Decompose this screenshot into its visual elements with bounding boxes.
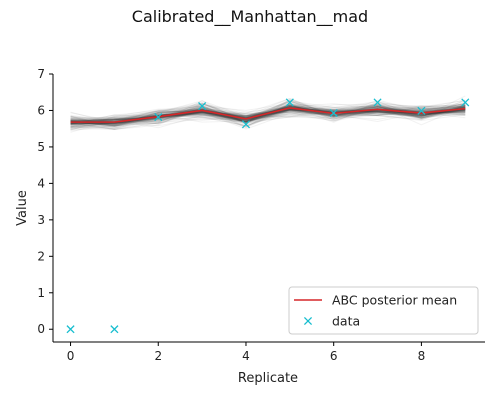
x-axis-label: Replicate xyxy=(238,371,298,386)
posterior-sample-line xyxy=(70,104,466,128)
posterior-sample-line xyxy=(70,104,466,128)
posterior-sample-line xyxy=(70,97,466,125)
data-point-marker xyxy=(329,108,338,118)
posterior-sample-line xyxy=(70,108,466,130)
posterior-sample-line xyxy=(70,102,466,125)
posterior-sample-line xyxy=(70,100,466,130)
posterior-sample-line xyxy=(70,104,466,127)
legend-entry-label: ABC posterior mean xyxy=(332,293,457,308)
posterior-sample-line xyxy=(70,99,466,124)
x-tick-label: 6 xyxy=(330,349,338,363)
y-tick-label: 2 xyxy=(37,249,45,263)
posterior-sample-line xyxy=(70,108,466,124)
posterior-sample-line xyxy=(70,103,466,129)
data-point-marker xyxy=(285,98,294,107)
posterior-sample-line xyxy=(70,106,466,129)
data-point-marker xyxy=(373,98,382,107)
posterior-sample-line xyxy=(70,99,466,132)
posterior-sample-line xyxy=(70,104,466,125)
posterior-sample-line xyxy=(70,101,466,127)
posterior-sample-line xyxy=(70,101,466,130)
posterior-sample-line xyxy=(70,107,466,126)
posterior-sample-line xyxy=(70,108,466,120)
legend-box xyxy=(288,286,479,335)
posterior-sample-line xyxy=(70,100,466,129)
posterior-sample-line xyxy=(70,106,466,124)
posterior-sample-line xyxy=(70,100,466,127)
y-tick-label: 4 xyxy=(37,176,45,190)
y-tick-label: 0 xyxy=(37,322,45,336)
y-tick-label: 6 xyxy=(37,103,45,117)
data-point-marker xyxy=(154,112,163,122)
posterior-sample-line xyxy=(70,108,466,127)
axes xyxy=(52,74,485,343)
posterior-sample-line xyxy=(70,104,466,126)
data-point-marker xyxy=(461,98,470,107)
posterior-sample-line xyxy=(70,99,466,131)
data-point-marker xyxy=(417,106,426,115)
posterior-sample-line xyxy=(70,101,466,130)
axis-ticks: 0 2 4 6 8 0 1 2 3 4 5 6 7 xyxy=(37,67,425,363)
y-axis-label: Value xyxy=(15,190,30,226)
posterior-sample-line xyxy=(70,95,466,125)
posterior-sample-line xyxy=(70,109,466,122)
posterior-sample-line xyxy=(70,103,466,125)
y-tick-label: 5 xyxy=(37,140,45,154)
series-layer xyxy=(66,98,470,334)
y-tick-label: 3 xyxy=(37,213,45,227)
posterior-sample-line xyxy=(70,103,466,127)
posterior-sample-line xyxy=(70,105,466,128)
posterior-sample-line xyxy=(70,100,466,124)
posterior-sample-line xyxy=(70,101,466,128)
posterior-sample-line xyxy=(70,105,466,126)
posterior-sample-line xyxy=(70,102,466,128)
data-point-marker xyxy=(241,120,251,129)
x-tick-label: 4 xyxy=(242,349,250,363)
posterior-sample-line xyxy=(70,105,466,130)
posterior-sample-line xyxy=(70,103,466,124)
posterior-sample-line xyxy=(70,107,466,131)
posterior-sample-line xyxy=(70,109,466,127)
posterior-sample-line xyxy=(70,103,466,123)
posterior-sample-line xyxy=(70,99,466,128)
x-tick-label: 2 xyxy=(154,349,162,363)
posterior-sample-line xyxy=(70,105,466,124)
legend-entry-label: data xyxy=(332,314,360,329)
posterior-sample-line xyxy=(70,107,466,127)
legend: ABC posterior mean data xyxy=(288,286,479,335)
data-point-marker xyxy=(198,102,207,111)
posterior-sample-line xyxy=(70,105,466,127)
chart-title: Calibrated__Manhattan__mad xyxy=(132,7,368,27)
posterior-sample-line xyxy=(70,104,466,133)
posterior-sample-line xyxy=(70,105,466,127)
x-tick-label: 0 xyxy=(67,349,75,363)
posterior-sample-line xyxy=(70,106,466,124)
data-point-marker xyxy=(110,325,119,334)
posterior-sample-line xyxy=(70,108,466,123)
y-tick-label: 1 xyxy=(37,286,45,300)
posterior-sample-line xyxy=(70,106,466,124)
posterior-sample-line xyxy=(70,104,466,125)
legend-marker-swatch xyxy=(303,316,313,326)
y-tick-label: 7 xyxy=(37,67,45,81)
posterior-sample-line xyxy=(70,105,466,125)
posterior-mean-line xyxy=(70,107,466,123)
posterior-sample-line xyxy=(70,103,466,121)
x-tick-label: 8 xyxy=(418,349,426,363)
data-point-marker xyxy=(66,325,75,334)
posterior-sample-line xyxy=(70,102,466,129)
